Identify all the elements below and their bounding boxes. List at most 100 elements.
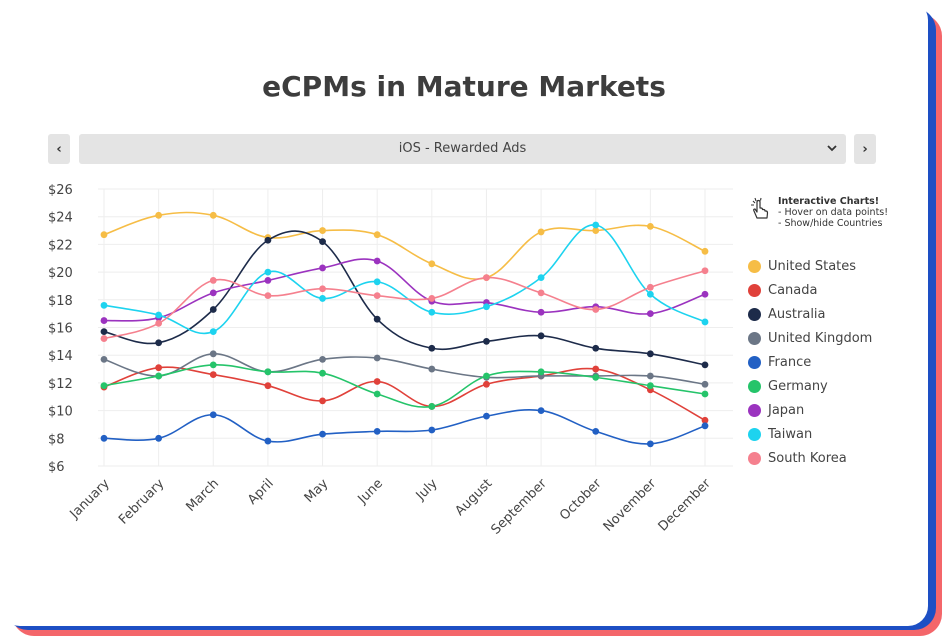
data-point-taiwan[interactable] (264, 268, 272, 276)
data-point-united-states[interactable] (209, 211, 217, 219)
data-point-canada[interactable] (319, 397, 326, 405)
data-point-taiwan[interactable] (373, 278, 381, 286)
data-point-taiwan[interactable] (100, 301, 108, 309)
data-point-taiwan[interactable] (209, 328, 217, 336)
data-point-germany[interactable] (264, 368, 272, 376)
data-point-south-korea[interactable] (483, 274, 490, 282)
data-point-germany[interactable] (373, 390, 381, 398)
data-point-france[interactable] (701, 422, 709, 430)
data-point-japan[interactable] (373, 257, 381, 265)
data-point-france[interactable] (264, 437, 272, 445)
legend-item-australia[interactable]: Australia (748, 302, 872, 326)
data-point-taiwan[interactable] (537, 274, 545, 282)
data-point-south-korea[interactable] (100, 335, 108, 342)
data-point-france[interactable] (155, 434, 163, 442)
data-point-germany[interactable] (537, 368, 545, 376)
data-point-australia[interactable] (592, 344, 600, 352)
data-point-germany[interactable] (592, 373, 600, 381)
data-point-japan[interactable] (209, 289, 217, 297)
data-point-canada[interactable] (701, 416, 709, 424)
data-point-france[interactable] (537, 407, 545, 414)
data-point-france[interactable] (209, 411, 217, 419)
data-point-south-korea[interactable] (264, 292, 272, 300)
data-point-united-kingdom[interactable] (701, 380, 709, 388)
data-point-australia[interactable] (537, 332, 545, 340)
legend-item-japan[interactable]: Japan (748, 398, 872, 422)
data-point-taiwan[interactable] (592, 221, 600, 229)
data-point-united-states[interactable] (701, 247, 709, 255)
legend-item-united-kingdom[interactable]: United Kingdom (748, 326, 872, 350)
data-point-germany[interactable] (155, 372, 163, 380)
data-point-south-korea[interactable] (373, 292, 381, 300)
data-point-canada[interactable] (592, 365, 600, 373)
data-point-south-korea[interactable] (209, 277, 217, 284)
data-point-france[interactable] (483, 412, 490, 420)
data-point-taiwan[interactable] (319, 295, 326, 302)
data-point-united-states[interactable] (537, 228, 545, 236)
data-point-australia[interactable] (100, 328, 108, 336)
data-point-taiwan[interactable] (428, 308, 436, 316)
data-point-taiwan[interactable] (701, 318, 709, 326)
data-point-south-korea[interactable] (592, 306, 600, 313)
data-point-france[interactable] (646, 440, 654, 448)
legend-item-taiwan[interactable]: Taiwan (748, 422, 872, 446)
data-point-france[interactable] (428, 426, 436, 434)
data-point-france[interactable] (373, 427, 381, 435)
data-point-south-korea[interactable] (319, 285, 326, 293)
legend-item-canada[interactable]: Canada (748, 278, 872, 302)
next-button[interactable]: › (854, 134, 876, 164)
data-point-united-states[interactable] (373, 231, 381, 239)
data-point-united-states[interactable] (646, 222, 654, 230)
data-point-united-states[interactable] (155, 211, 163, 219)
data-point-australia[interactable] (209, 306, 217, 313)
data-point-united-kingdom[interactable] (428, 365, 436, 373)
data-point-germany[interactable] (100, 382, 108, 390)
data-point-germany[interactable] (209, 361, 217, 369)
data-point-united-kingdom[interactable] (209, 350, 217, 358)
data-point-united-states[interactable] (319, 227, 326, 234)
data-point-australia[interactable] (701, 361, 709, 369)
chart-selector-dropdown[interactable]: iOS - Rewarded Ads (79, 134, 846, 164)
legend-item-france[interactable]: France (748, 350, 872, 374)
data-point-south-korea[interactable] (701, 267, 709, 275)
data-point-japan[interactable] (264, 277, 272, 284)
data-point-canada[interactable] (209, 371, 217, 378)
data-point-germany[interactable] (701, 390, 709, 398)
data-point-australia[interactable] (264, 236, 272, 244)
data-point-australia[interactable] (319, 238, 326, 246)
data-point-australia[interactable] (428, 344, 436, 352)
data-point-france[interactable] (592, 427, 600, 435)
data-point-united-kingdom[interactable] (100, 355, 108, 363)
data-point-france[interactable] (100, 434, 108, 442)
data-point-south-korea[interactable] (428, 295, 436, 302)
data-point-japan[interactable] (319, 264, 326, 272)
data-point-united-states[interactable] (100, 231, 108, 239)
data-point-taiwan[interactable] (155, 311, 163, 319)
data-point-canada[interactable] (373, 378, 381, 385)
data-point-australia[interactable] (155, 339, 163, 347)
data-point-taiwan[interactable] (483, 303, 490, 311)
data-point-taiwan[interactable] (646, 290, 654, 298)
data-point-canada[interactable] (264, 382, 272, 390)
data-point-australia[interactable] (483, 337, 490, 345)
data-point-japan[interactable] (537, 308, 545, 316)
data-point-united-kingdom[interactable] (373, 354, 381, 362)
data-point-germany[interactable] (483, 372, 490, 380)
data-point-japan[interactable] (701, 290, 709, 298)
data-point-south-korea[interactable] (646, 283, 654, 291)
legend-item-south-korea[interactable]: South Korea (748, 446, 872, 470)
prev-button[interactable]: ‹ (48, 134, 70, 164)
data-point-australia[interactable] (373, 315, 381, 323)
data-point-united-kingdom[interactable] (319, 355, 326, 363)
data-point-japan[interactable] (646, 310, 654, 318)
data-point-united-kingdom[interactable] (646, 372, 654, 380)
data-point-germany[interactable] (646, 382, 654, 390)
data-point-canada[interactable] (483, 380, 490, 388)
data-point-south-korea[interactable] (155, 319, 163, 327)
legend-item-united-states[interactable]: United States (748, 254, 872, 278)
data-point-france[interactable] (319, 430, 326, 438)
data-point-germany[interactable] (319, 369, 326, 377)
data-point-australia[interactable] (646, 350, 654, 358)
legend-item-germany[interactable]: Germany (748, 374, 872, 398)
data-point-germany[interactable] (428, 403, 436, 410)
